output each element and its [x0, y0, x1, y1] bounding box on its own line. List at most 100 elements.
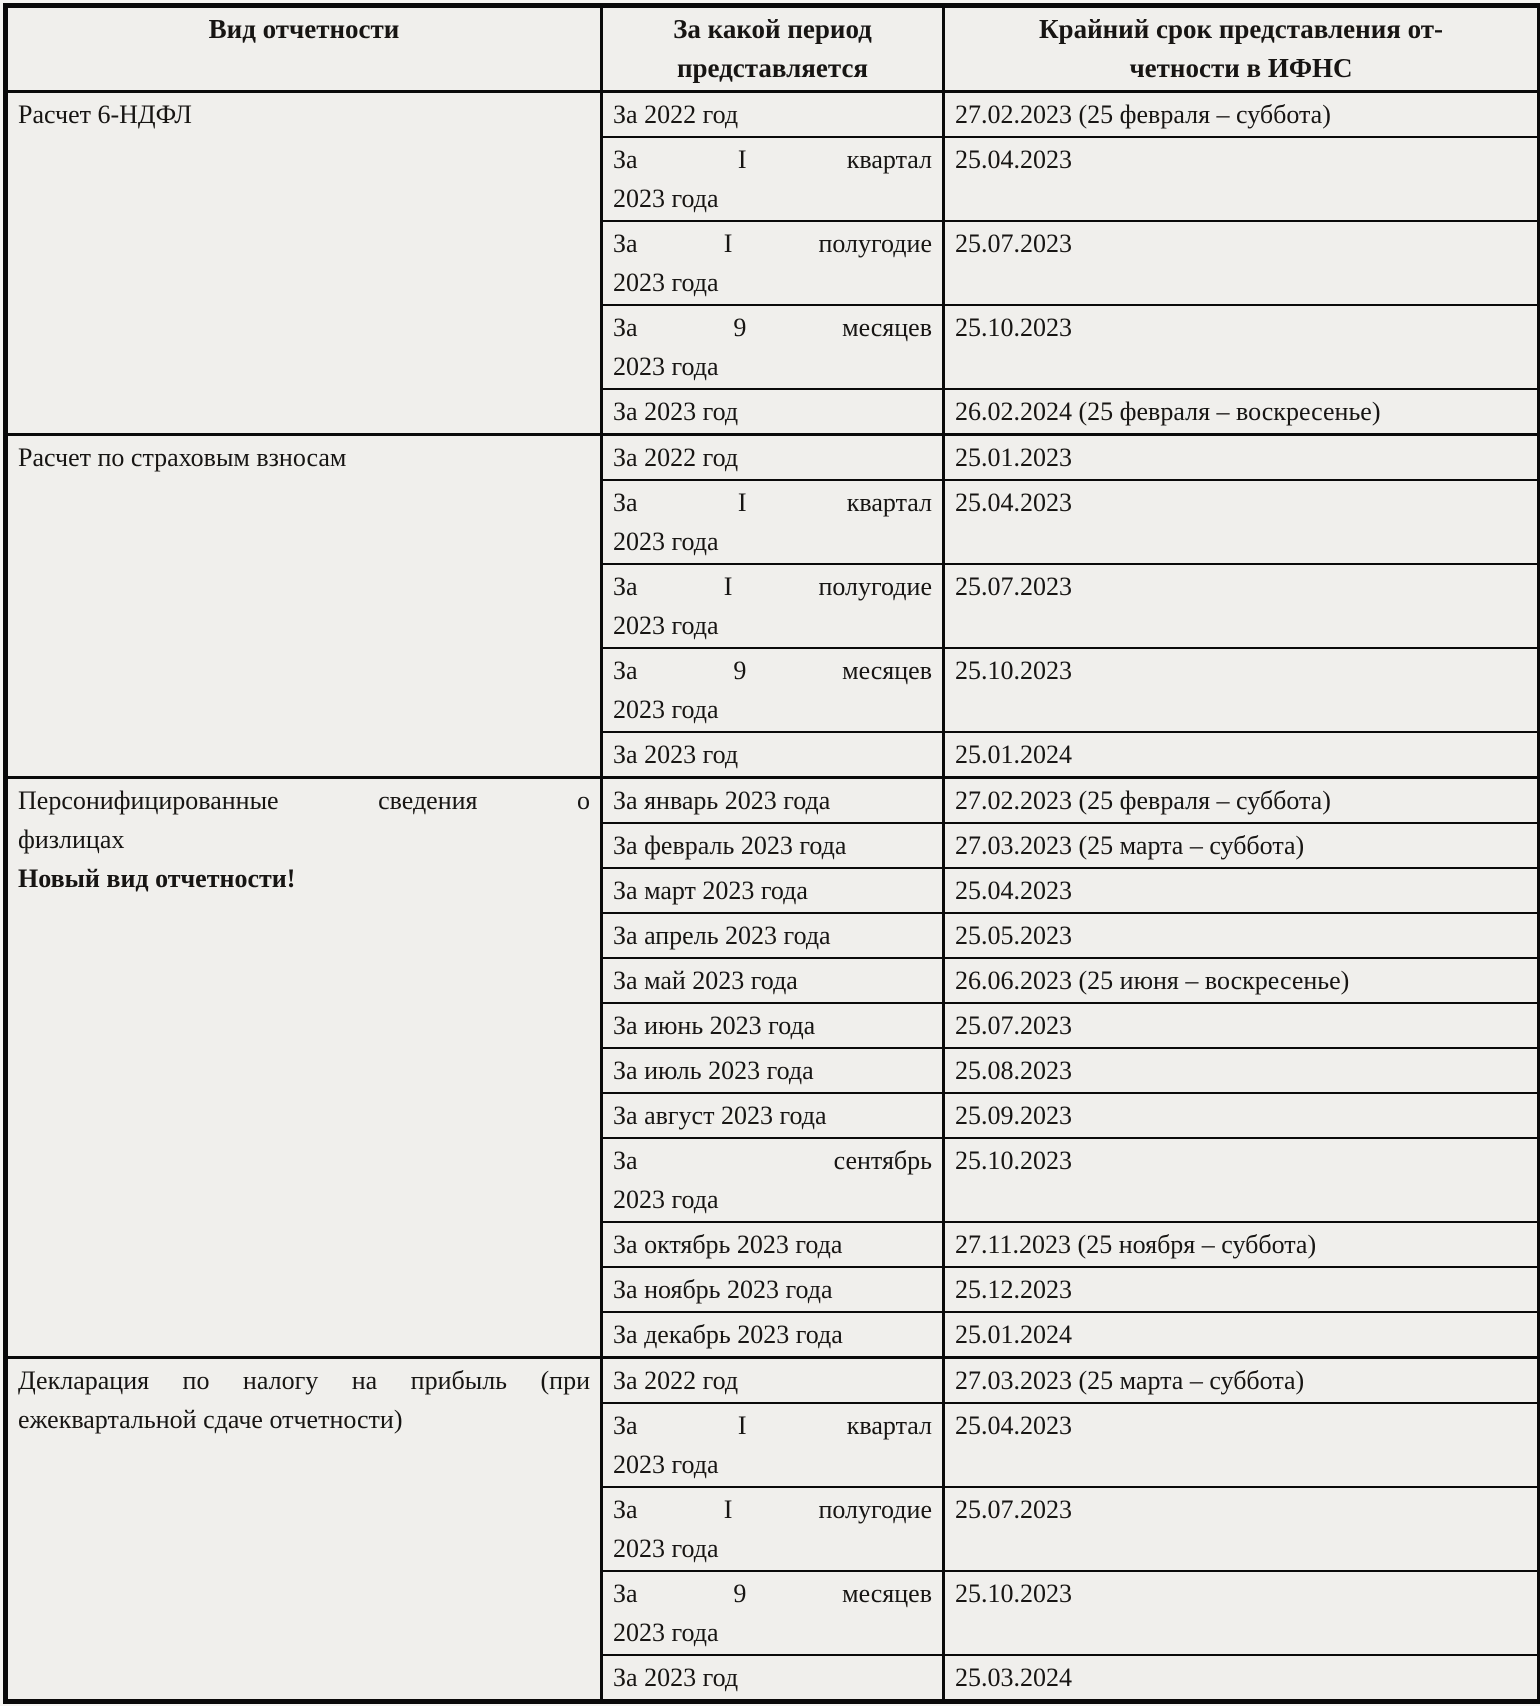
col-header-report-type-label: Вид отчетности	[208, 14, 400, 44]
period-line: 2023 года	[613, 695, 719, 724]
deadline-cell: 25.09.2023	[942, 1092, 1540, 1139]
report-type-cell: Расчет 6-НДФЛ	[5, 90, 603, 436]
period-line: За июнь 2023 года	[613, 1011, 816, 1040]
period-line: За 2022 год	[613, 443, 739, 472]
period-cell: За июнь 2023 года	[600, 1002, 945, 1049]
table-row: За октябрь 2023 года 27.11.2023 (25 ноябр…	[6, 1221, 1540, 1268]
table-row: За I полугодие 2023 года 25.07.2023	[6, 563, 1540, 649]
period-line: За октябрь 2023 года	[613, 1230, 843, 1259]
period-cell: За февраль 2023 года	[600, 822, 945, 869]
col-header-period: За какой период представляется	[600, 5, 945, 93]
table-row: За август 2023 года 25.09.2023	[6, 1092, 1540, 1139]
period-line: За I квартал	[613, 488, 932, 517]
period-line: За декабрь 2023 года	[613, 1320, 843, 1349]
report-type-line: ежеквартальной сдаче отчетности)	[18, 1405, 403, 1434]
period-cell: За май 2023 года	[600, 957, 945, 1004]
report-type-cell: Персонифицированные сведения о физлицах Но…	[5, 776, 603, 1359]
period-line: За 9 месяцев	[613, 1579, 932, 1608]
period-cell: За I квартал 2023 года	[600, 1402, 945, 1488]
col-header-deadline-line2: четности в ИФНС	[1129, 53, 1353, 83]
period-line: За I квартал	[613, 145, 932, 174]
period-line: За август 2023 года	[613, 1101, 827, 1130]
report-type-cell: Декларация по налогу на прибыль (при ежек…	[5, 1356, 603, 1703]
period-line: 2023 года	[613, 268, 719, 297]
deadline-cell: 27.03.2023 (25 марта – суббота)	[942, 822, 1540, 869]
table-row: За март 2023 года 25.04.2023	[6, 867, 1540, 914]
deadline-cell: 25.04.2023	[942, 867, 1540, 914]
table-row: За май 2023 года 26.06.2023 (25 июня – во…	[6, 957, 1540, 1004]
period-line: За I полугодие	[613, 572, 932, 601]
table-row: Расчет по страховым взносам За 2022 год 25…	[5, 433, 1540, 779]
table-row: За сентябрь 2023 года 25.10.2023	[6, 1137, 1540, 1223]
period-line: 2023 года	[613, 611, 719, 640]
period-cell: За март 2023 года	[600, 867, 945, 914]
period-line: За 2022 год	[613, 1366, 739, 1395]
table-row: За июнь 2023 года 25.07.2023	[6, 1002, 1540, 1049]
period-line: За ноябрь 2023 года	[613, 1275, 833, 1304]
period-line: 2023 года	[613, 1185, 719, 1214]
period-cell: За июль 2023 года	[600, 1047, 945, 1094]
table-row: За июль 2023 года 25.08.2023	[6, 1047, 1540, 1094]
period-cell: За сентябрь 2023 года	[600, 1137, 945, 1223]
period-line: За 2022 год	[613, 100, 739, 129]
tax-reporting-deadlines-table: Вид отчетности За какой период представл…	[3, 3, 1540, 1704]
table-row: Декларация по налогу на прибыль (при ежек…	[5, 1356, 1540, 1703]
period-line: За май 2023 года	[613, 966, 798, 995]
period-line: За март 2023 года	[613, 876, 808, 905]
deadline-cell: 25.04.2023	[942, 136, 1540, 222]
deadline-cell: 25.08.2023	[942, 1047, 1540, 1094]
period-line: За 9 месяцев	[613, 656, 932, 685]
period-cell: За 2022 год	[600, 433, 945, 481]
table-row: Расчет 6-НДФЛ За 2022 год 27.02.2023 (25 ф…	[5, 90, 1540, 436]
period-cell: За I полугодие 2023 года	[600, 1486, 945, 1572]
deadline-cell: 26.02.2024 (25 февраля – воскресенье)	[942, 388, 1540, 436]
period-line: За 9 месяцев	[613, 313, 932, 342]
table-row: За 9 месяцев 2023 года 25.10.2023	[6, 304, 1540, 390]
period-line: 2023 года	[613, 184, 719, 213]
period-line: За I полугодие	[613, 1495, 932, 1524]
table-row: За I полугодие 2023 года 25.07.2023	[6, 220, 1540, 306]
table-row: За I полугодие 2023 года 25.07.2023	[6, 1486, 1540, 1572]
period-cell: За I полугодие 2023 года	[600, 563, 945, 649]
report-type-line: Расчет 6-НДФЛ	[18, 100, 192, 129]
period-cell: За I квартал 2023 года	[600, 136, 945, 222]
period-line: За I полугодие	[613, 229, 932, 258]
deadline-cell: 25.10.2023	[942, 1137, 1540, 1223]
period-line: За июль 2023 года	[613, 1056, 814, 1085]
period-cell: За 2023 год	[600, 1654, 945, 1703]
period-line: За 2023 год	[613, 740, 739, 769]
deadline-cell: 25.07.2023	[942, 563, 1540, 649]
table-row: За I квартал 2023 года 25.04.2023	[6, 136, 1540, 222]
report-type-line: Расчет по страховым взносам	[18, 443, 347, 472]
table-row: За ноябрь 2023 года 25.12.2023	[6, 1266, 1540, 1313]
deadline-cell: 25.12.2023	[942, 1266, 1540, 1313]
report-type-bold-note: Новый вид отчетности!	[18, 864, 296, 893]
period-line: За февраль 2023 года	[613, 831, 847, 860]
deadline-cell: 27.03.2023 (25 марта – суббота)	[942, 1356, 1540, 1404]
period-line: 2023 года	[613, 352, 719, 381]
deadline-cell: 25.01.2024	[942, 1311, 1540, 1359]
col-header-deadline: Крайний срок представления от- четности …	[942, 5, 1540, 93]
table-row: За 9 месяцев 2023 года 25.10.2023	[6, 1570, 1540, 1656]
deadline-cell: 25.10.2023	[942, 1570, 1540, 1656]
table-row: За I квартал 2023 года 25.04.2023	[6, 479, 1540, 565]
period-cell: За январь 2023 года	[600, 776, 945, 824]
col-header-period-line1: За какой период	[673, 14, 872, 44]
table-row: За апрель 2023 года 25.05.2023	[6, 912, 1540, 959]
period-cell: За декабрь 2023 года	[600, 1311, 945, 1359]
period-cell: За 9 месяцев 2023 года	[600, 647, 945, 733]
table-row: За 2023 год 25.01.2024	[6, 731, 1540, 779]
deadline-cell: 25.04.2023	[942, 1402, 1540, 1488]
period-cell: За ноябрь 2023 года	[600, 1266, 945, 1313]
deadline-cell: 25.03.2024	[942, 1654, 1540, 1703]
period-line: За сентябрь	[613, 1146, 932, 1175]
report-type-line: Персонифицированные сведения о	[18, 786, 590, 815]
deadline-cell: 27.11.2023 (25 ноября – суббота)	[942, 1221, 1540, 1268]
period-cell: За 9 месяцев 2023 года	[600, 304, 945, 390]
period-line: За 2023 год	[613, 1663, 739, 1692]
period-cell: За 2023 год	[600, 731, 945, 779]
deadline-cell: 25.07.2023	[942, 1486, 1540, 1572]
deadline-cell: 25.07.2023	[942, 1002, 1540, 1049]
deadline-cell: 25.10.2023	[942, 304, 1540, 390]
